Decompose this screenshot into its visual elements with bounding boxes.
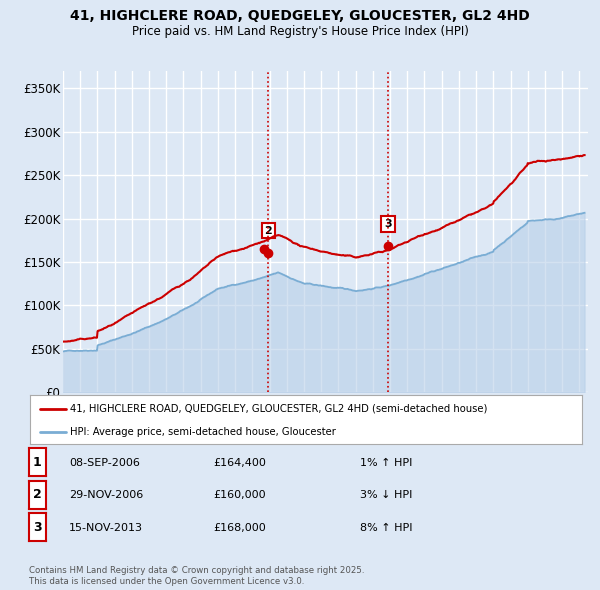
Text: Price paid vs. HM Land Registry's House Price Index (HPI): Price paid vs. HM Land Registry's House … [131, 25, 469, 38]
Text: 8% ↑ HPI: 8% ↑ HPI [360, 523, 413, 533]
Text: £160,000: £160,000 [213, 490, 266, 500]
Text: 2: 2 [265, 226, 272, 236]
Text: This data is licensed under the Open Government Licence v3.0.: This data is licensed under the Open Gov… [29, 576, 304, 586]
Text: 1% ↑ HPI: 1% ↑ HPI [360, 458, 412, 468]
Text: 3: 3 [33, 520, 41, 534]
Text: 29-NOV-2006: 29-NOV-2006 [69, 490, 143, 500]
Text: 1: 1 [33, 455, 41, 469]
Text: HPI: Average price, semi-detached house, Gloucester: HPI: Average price, semi-detached house,… [70, 427, 335, 437]
Text: Contains HM Land Registry data © Crown copyright and database right 2025.: Contains HM Land Registry data © Crown c… [29, 566, 364, 575]
Text: 15-NOV-2013: 15-NOV-2013 [69, 523, 143, 533]
Text: 2: 2 [33, 488, 41, 501]
Text: 3: 3 [384, 219, 392, 229]
Text: £164,400: £164,400 [213, 458, 266, 468]
Text: 41, HIGHCLERE ROAD, QUEDGELEY, GLOUCESTER, GL2 4HD: 41, HIGHCLERE ROAD, QUEDGELEY, GLOUCESTE… [70, 9, 530, 23]
Text: 3% ↓ HPI: 3% ↓ HPI [360, 490, 412, 500]
Text: 41, HIGHCLERE ROAD, QUEDGELEY, GLOUCESTER, GL2 4HD (semi-detached house): 41, HIGHCLERE ROAD, QUEDGELEY, GLOUCESTE… [70, 404, 487, 414]
Text: 08-SEP-2006: 08-SEP-2006 [69, 458, 140, 468]
Text: £168,000: £168,000 [213, 523, 266, 533]
